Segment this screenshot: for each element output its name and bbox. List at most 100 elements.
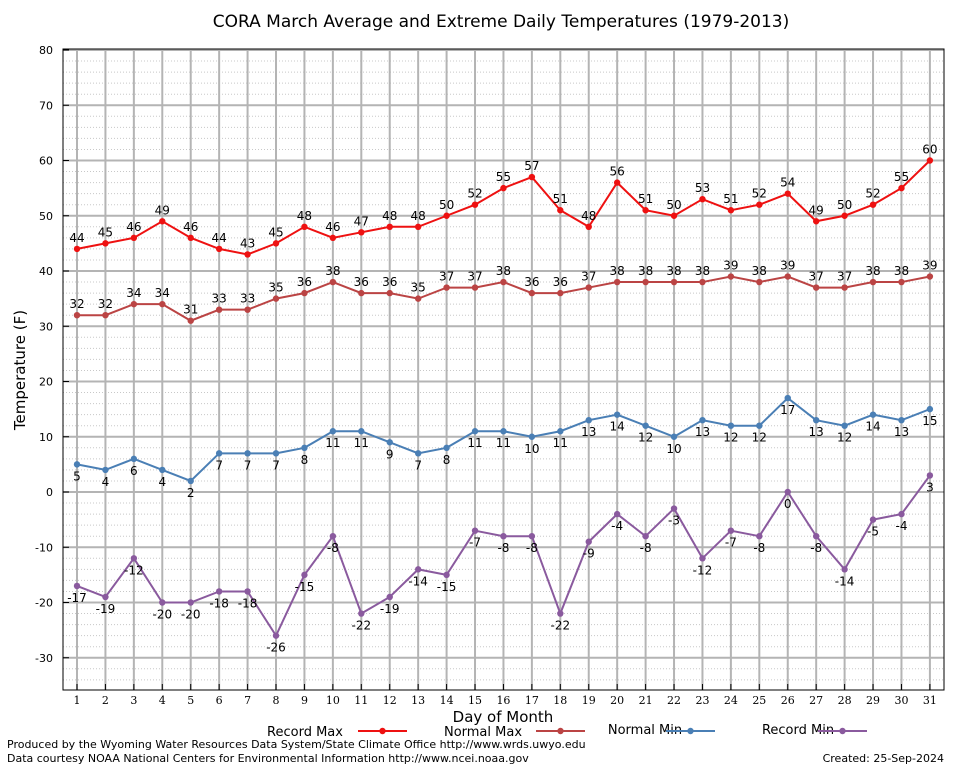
data-point-record-min: [386, 593, 393, 601]
data-label-normal-min: 6: [130, 464, 138, 478]
data-label-record-max: 48: [297, 209, 312, 223]
legend-item-record-min: Record Min: [762, 723, 867, 738]
data-label-normal-min: 14: [610, 420, 625, 434]
y-tick-label: 80: [39, 44, 53, 57]
data-point-normal-min: [130, 455, 138, 463]
data-label-normal-max: 35: [268, 281, 283, 295]
x-tick-label: 28: [838, 694, 852, 707]
data-point-normal-max: [670, 278, 678, 286]
data-label-normal-max: 38: [894, 264, 909, 278]
data-point-record-max: [102, 240, 109, 247]
data-point-record-max: [329, 234, 337, 242]
data-point-record-min: [443, 571, 450, 579]
x-tick-label: 17: [525, 694, 539, 707]
data-point-normal-max: [130, 300, 138, 308]
data-point-record-min: [727, 527, 735, 534]
data-label-normal-min: 11: [553, 436, 568, 450]
data-label-normal-min: 10: [524, 442, 539, 456]
y-tick-label: 50: [39, 210, 53, 223]
x-tick-label: 21: [639, 694, 653, 707]
data-label-record-max: 56: [610, 165, 625, 179]
data-label-record-min: -22: [551, 619, 571, 633]
data-point-normal-min: [784, 394, 791, 402]
data-point-normal-min: [358, 428, 365, 435]
series-normal-min: 5 4 6 4 2 7 7 7 8 11 11 9 7 8 11 11 10 11 13 14 12 10 13 12 12 17…: [73, 394, 938, 500]
data-point-normal-min: [699, 416, 706, 424]
data-label-normal-max: 38: [695, 264, 710, 278]
legend-item-record-max: Record Max: [267, 725, 407, 740]
data-label-record-max: 53: [695, 181, 710, 195]
y-tick-label: 40: [39, 265, 53, 278]
data-label-normal-max: 36: [354, 275, 369, 289]
data-point-normal-max: [585, 284, 592, 291]
data-label-record-min: -12: [124, 563, 144, 577]
data-label-record-max: 57: [524, 159, 539, 173]
data-label-record-min: -20: [152, 608, 172, 622]
y-tick-label: -20: [35, 597, 53, 610]
x-tick-label: 15: [468, 694, 482, 707]
data-point-record-min: [557, 610, 564, 617]
data-point-normal-min: [585, 416, 592, 424]
x-tick-label: 9: [301, 694, 308, 707]
data-label-normal-min: 11: [325, 436, 340, 450]
data-label-normal-max: 35: [411, 281, 426, 295]
data-label-record-max: 50: [837, 198, 852, 212]
data-point-record-max: [869, 201, 877, 208]
data-label-record-max: 55: [894, 170, 909, 184]
data-point-record-max: [130, 234, 138, 242]
data-point-record-min: [102, 593, 109, 601]
data-label-normal-min: 12: [752, 431, 767, 445]
data-point-record-max: [358, 229, 365, 236]
data-point-normal-max: [414, 295, 422, 302]
data-label-normal-max: 37: [837, 270, 852, 284]
x-tick-label: 16: [496, 694, 510, 707]
data-label-normal-min: 14: [865, 420, 880, 434]
x-tick-label: 14: [440, 694, 454, 707]
data-label-normal-max: 36: [297, 275, 312, 289]
data-label-normal-min: 13: [809, 425, 824, 439]
data-point-record-min: [926, 472, 934, 479]
data-label-normal-max: 32: [69, 297, 84, 311]
y-tick-label: 30: [39, 320, 53, 333]
data-point-record-max: [756, 201, 763, 208]
data-label-record-min: -8: [810, 541, 822, 555]
data-point-normal-max: [841, 284, 848, 291]
data-point-record-min: [898, 510, 905, 518]
data-label-record-min: -4: [895, 519, 907, 533]
data-label-record-min: -8: [327, 541, 339, 555]
data-label-normal-max: 38: [610, 264, 625, 278]
data-point-record-max: [414, 223, 422, 230]
data-label-normal-min: 15: [922, 414, 937, 428]
data-point-record-min: [159, 599, 166, 606]
series-record-max: 44 45 46 49 46 44 43 45 48 46 47 48 48 50 52 55 57 51 48 56…: [69, 143, 938, 258]
data-point-normal-min: [500, 428, 507, 435]
data-label-normal-max: 36: [553, 275, 568, 289]
data-label-record-min: -7: [725, 536, 737, 550]
data-point-record-min: [784, 488, 791, 496]
data-label-normal-min: 8: [301, 453, 309, 467]
data-label-record-max: 47: [354, 214, 369, 228]
data-point-record-max: [613, 179, 621, 186]
data-label-record-max: 43: [240, 236, 255, 250]
data-label-normal-max: 39: [922, 259, 937, 273]
data-label-record-min: -4: [611, 519, 623, 533]
x-tick-label: 20: [610, 694, 624, 707]
data-point-normal-min: [528, 433, 536, 440]
data-point-normal-max: [329, 278, 337, 286]
data-label-record-max: 48: [581, 209, 596, 223]
x-axis-ticks: 1 2 3 4 5 6 7 8 9 10 11 12 13 14 15 16 17 18 19 20 21 22 23 24 2…: [74, 684, 937, 707]
data-point-normal-max: [926, 273, 934, 280]
data-label-record-min: -14: [408, 574, 428, 588]
data-point-record-min: [585, 538, 592, 545]
data-label-normal-max: 34: [126, 286, 141, 300]
data-label-normal-min: 7: [414, 458, 422, 472]
data-point-normal-min: [102, 466, 109, 474]
legend-item-normal-max: Normal Max: [444, 725, 585, 740]
data-point-normal-max: [756, 278, 763, 286]
data-point-normal-min: [187, 477, 194, 485]
x-tick-label: 3: [130, 694, 137, 707]
data-point-normal-min: [642, 422, 649, 429]
data-point-normal-min: [329, 428, 337, 435]
data-point-record-max: [699, 195, 706, 203]
